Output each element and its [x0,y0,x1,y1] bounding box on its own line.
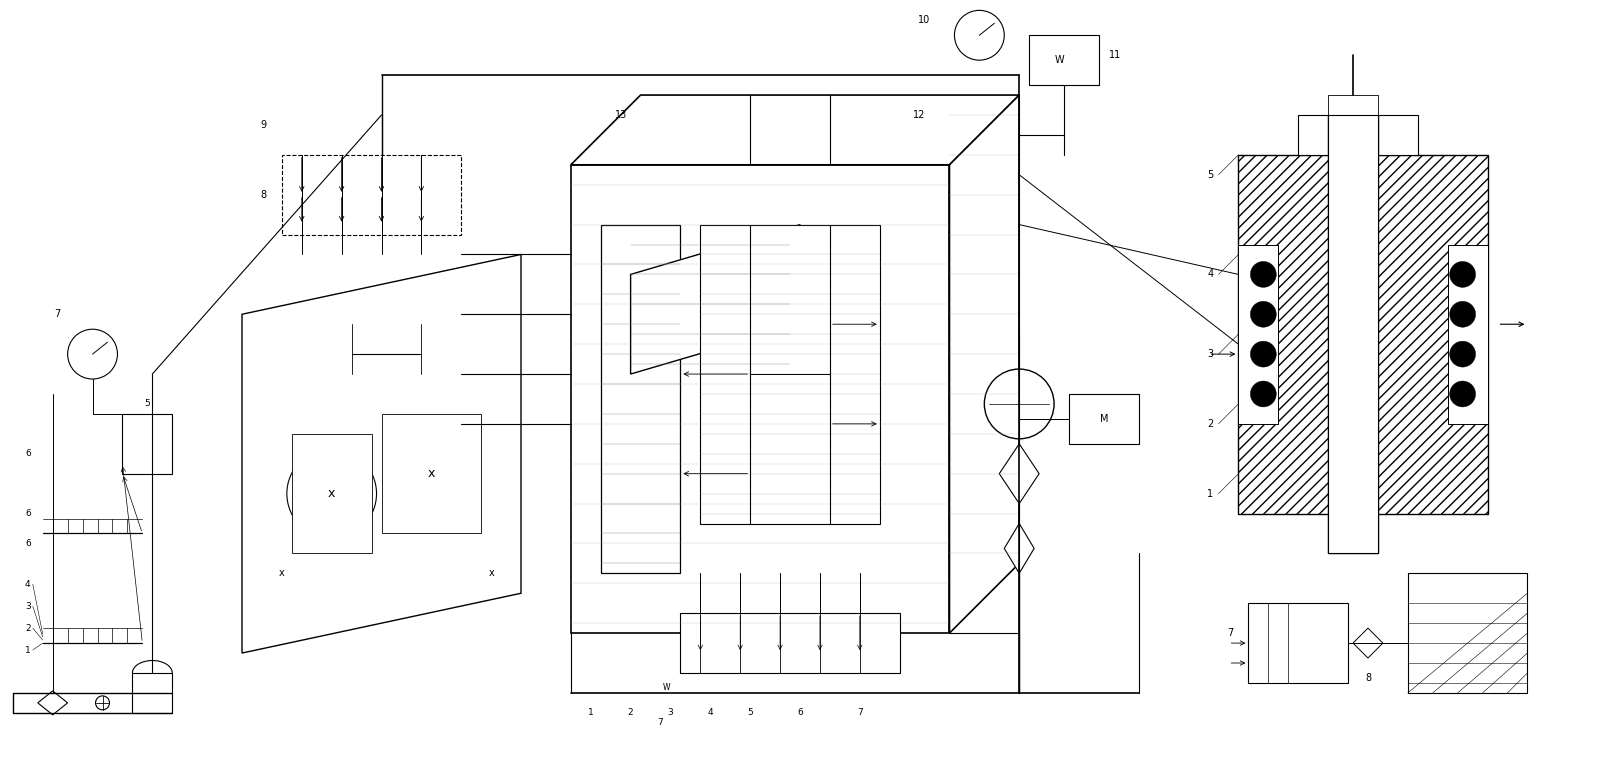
Text: 5: 5 [144,399,150,409]
Bar [1029,36,1099,85]
Text: x: x [328,487,336,500]
Text: 7: 7 [658,718,664,728]
Text: 2: 2 [26,624,30,632]
Circle shape [984,369,1054,439]
Text: 1: 1 [587,708,594,717]
Text: 3: 3 [1208,349,1213,359]
Circle shape [1250,301,1277,327]
Text: 6: 6 [26,449,30,458]
Bar [1408,574,1528,693]
Bar [381,414,482,533]
Bar [282,155,461,235]
Bar [600,224,680,574]
Text: 5: 5 [747,708,754,717]
Polygon shape [630,224,800,374]
Circle shape [1450,381,1475,407]
Polygon shape [949,95,1019,633]
Bar [1248,603,1349,683]
Text: 6: 6 [26,509,30,518]
Bar [1448,245,1488,424]
Text: W: W [1054,55,1064,65]
Circle shape [96,696,109,710]
Text: 10: 10 [918,15,931,26]
Polygon shape [38,691,67,715]
Text: W: W [662,683,670,693]
Text: 12: 12 [914,110,926,120]
Text: 1: 1 [1208,488,1213,498]
Circle shape [67,329,117,379]
Bar [1069,394,1139,444]
Text: 7: 7 [54,310,61,319]
Bar [1328,95,1378,115]
Bar [701,224,880,523]
Bar [123,414,173,474]
Text: x: x [278,568,285,578]
Bar [571,165,949,633]
Bar [1238,155,1488,513]
Bar [680,613,899,673]
Polygon shape [1354,628,1382,658]
Circle shape [1450,262,1475,287]
Circle shape [1450,301,1475,327]
Text: 9: 9 [261,120,267,130]
Text: 2: 2 [1208,419,1213,429]
Circle shape [1250,341,1277,367]
Bar [291,434,371,553]
Text: 11: 11 [1109,50,1122,60]
Text: 8: 8 [261,190,267,200]
Bar [1238,155,1488,513]
Polygon shape [242,255,522,653]
Text: 1: 1 [26,646,30,655]
Text: 4: 4 [26,580,30,589]
Text: 6: 6 [797,708,803,717]
Polygon shape [1000,444,1038,504]
Text: 7: 7 [1227,628,1234,638]
Text: M: M [1099,414,1109,424]
Bar [1238,245,1278,424]
Text: 2: 2 [627,708,634,717]
Text: 5: 5 [1208,170,1213,180]
Text: 13: 13 [614,110,627,120]
Circle shape [286,449,376,539]
Text: 8: 8 [1365,673,1371,683]
Text: 7: 7 [858,708,862,717]
Bar [1328,115,1378,553]
Bar [1328,115,1378,553]
Text: x: x [427,467,435,480]
Text: x: x [488,568,494,578]
Text: 3: 3 [667,708,674,717]
Text: 6: 6 [26,539,30,548]
Bar [1298,115,1418,155]
Text: 4: 4 [707,708,714,717]
Circle shape [1250,262,1277,287]
Circle shape [1250,381,1277,407]
Circle shape [387,429,477,519]
Polygon shape [1005,523,1034,574]
Polygon shape [571,95,1019,165]
Text: 3: 3 [26,601,30,611]
Circle shape [955,10,1005,60]
Circle shape [1450,341,1475,367]
Text: 4: 4 [1208,269,1213,279]
